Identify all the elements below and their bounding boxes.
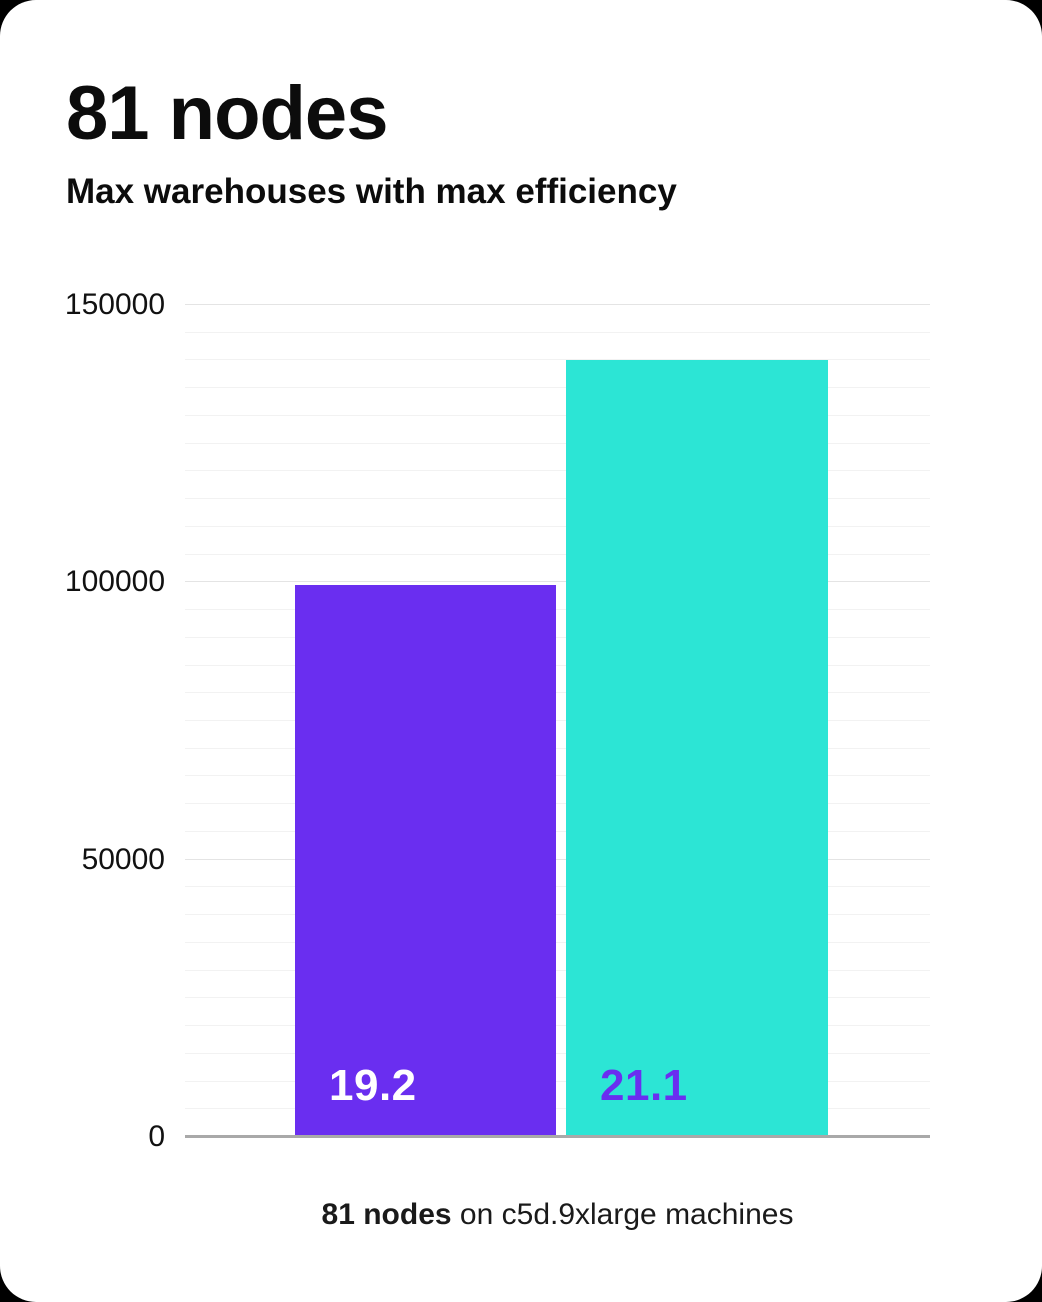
gridline-minor xyxy=(185,359,930,361)
gridline-minor xyxy=(185,1052,930,1054)
chart-title: 81 nodes xyxy=(66,71,388,156)
caption-regular-text: on c5d.9xlarge machines xyxy=(451,1198,794,1231)
y-tick-label-150000: 150000 xyxy=(64,288,165,321)
gridline-minor xyxy=(185,609,930,611)
gridline-minor xyxy=(185,1025,930,1027)
gridline-minor xyxy=(185,997,930,999)
gridline-minor xyxy=(185,470,930,472)
gridline-minor xyxy=(185,941,930,943)
chart-subtitle: Max warehouses with max efficiency xyxy=(66,172,677,211)
gridline-minor xyxy=(185,775,930,777)
gridline-minor xyxy=(185,525,930,527)
gridline-minor xyxy=(185,387,930,389)
caption-bold-text: 81 nodes xyxy=(321,1198,452,1231)
gridline-minor xyxy=(185,830,930,832)
gridline-minor xyxy=(185,720,930,721)
gridline-minor xyxy=(185,553,930,555)
gridline-minor xyxy=(185,747,930,749)
gridline-minor xyxy=(185,498,930,500)
bar-2-value-label: 21.1 xyxy=(600,1061,688,1110)
gridline-minor xyxy=(185,636,930,638)
gridline-minor xyxy=(185,331,930,333)
gridline-minor xyxy=(185,886,930,888)
gridline-minor xyxy=(185,442,930,444)
gridline-minor xyxy=(185,969,930,971)
gridline-major xyxy=(185,858,930,860)
gridline-minor xyxy=(185,1108,930,1110)
plot-area: 0 50000 100000 150000 19.2 21.1 xyxy=(65,288,930,1153)
gridline-minor xyxy=(185,692,930,694)
chart-caption: 81 nodes on c5d.9xlarge machines xyxy=(185,1198,930,1232)
bar-1-value-label: 19.2 xyxy=(329,1061,417,1110)
x-axis-line xyxy=(185,1135,930,1138)
gridline-minor xyxy=(185,664,930,666)
gridline-major xyxy=(185,304,930,305)
y-tick-label-100000: 100000 xyxy=(64,565,165,599)
bar-series-2: 21.1 xyxy=(566,360,828,1137)
bar-series-1: 19.2 xyxy=(295,585,556,1137)
gridline-minor xyxy=(185,414,930,416)
y-tick-label-50000: 50000 xyxy=(81,842,165,876)
gridline-minor xyxy=(185,1080,930,1082)
gridline-minor xyxy=(185,803,930,805)
y-tick-label-0: 0 xyxy=(148,1120,165,1153)
gridline-major xyxy=(185,581,930,583)
gridline-minor xyxy=(185,914,930,916)
